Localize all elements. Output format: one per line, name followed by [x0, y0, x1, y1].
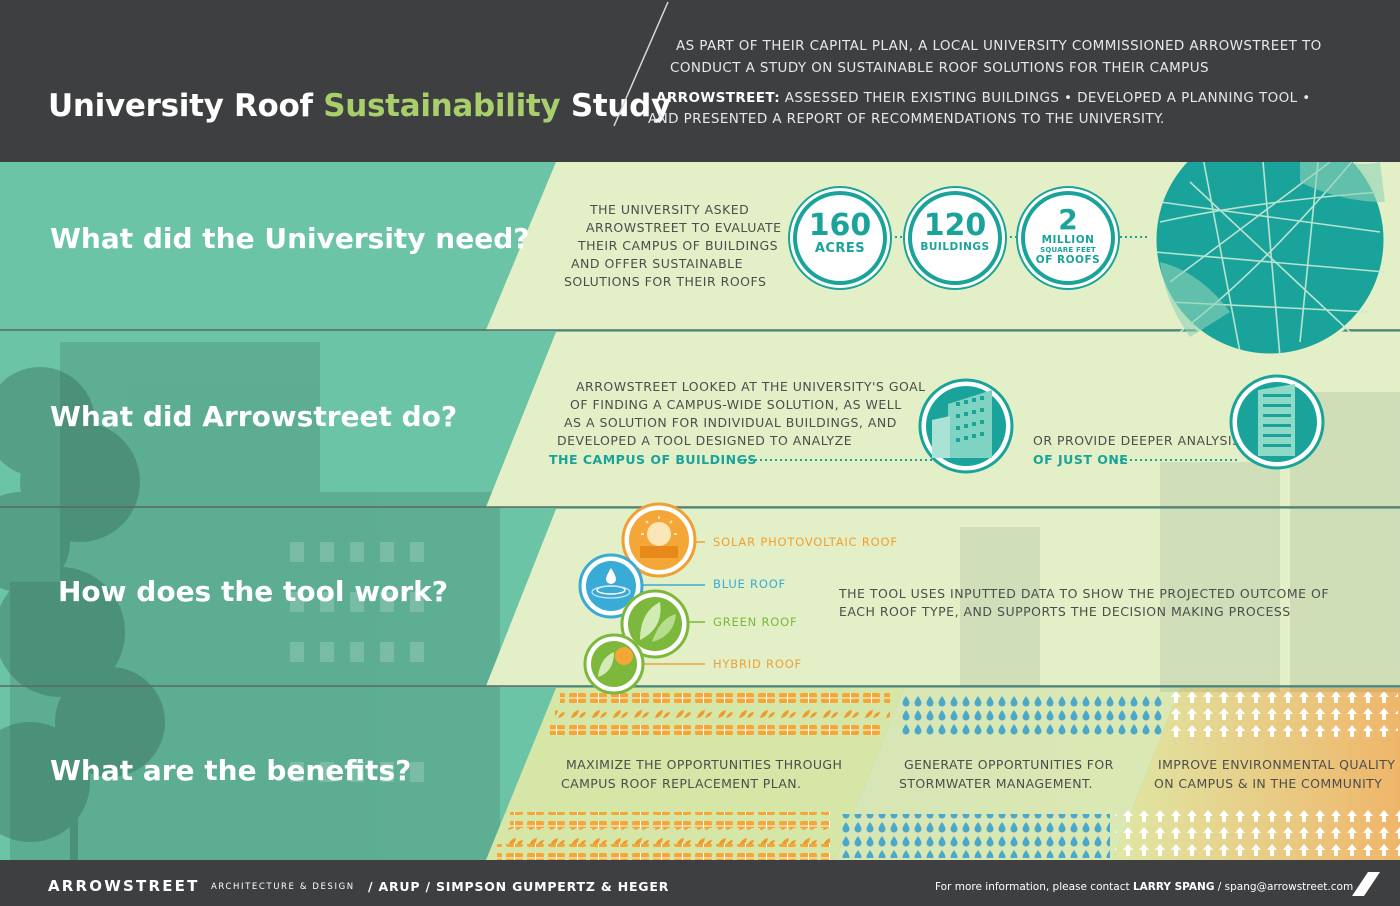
- stat-square-feet: 2 MILLION SQUARE FEET OF ROOFS: [1021, 191, 1115, 285]
- footer: ARROWSTREET ARCHITECTURE & DESIGN / ARUP…: [0, 860, 1400, 906]
- benefit-2-line-2: STORMWATER MANAGEMENT.: [899, 776, 1093, 791]
- summary-line-1: ARROWSTREET: ASSESSED THEIR EXISTING BUI…: [656, 90, 1311, 106]
- header: University Roof Sustainability Study AS …: [0, 0, 1400, 162]
- roof-label-solar: SOLAR PHOTOVOLTAIC ROOF: [713, 535, 898, 549]
- intro-line-2: CONDUCT A STUDY ON SUSTAINABLE ROOF SOLU…: [670, 60, 1209, 76]
- need-text-2: ARROWSTREET TO EVALUATE: [586, 220, 782, 235]
- single-building-icon: [1229, 374, 1325, 470]
- background-illustration: [0, 162, 1400, 860]
- page-title: University Roof Sustainability Study: [48, 88, 671, 124]
- question-tool: How does the tool work?: [58, 575, 449, 608]
- footer-brand-sub: ARCHITECTURE & DESIGN: [211, 882, 355, 892]
- do-highlight-one: OF JUST ONE: [1033, 452, 1129, 467]
- header-divider: [613, 1, 669, 127]
- tool-text-2: EACH ROOF TYPE, AND SUPPORTS THE DECISIO…: [839, 604, 1291, 619]
- benefit-2-line-1: GENERATE OPPORTUNITIES FOR: [904, 757, 1114, 772]
- question-do: What did Arrowstreet do?: [50, 400, 458, 433]
- benefit-3-line-1: IMPROVE ENVIRONMENTAL QUALITY: [1158, 757, 1396, 772]
- do-highlight-campus: THE CAMPUS OF BUILDINGS: [549, 452, 757, 467]
- benefit-1-line-2: CAMPUS ROOF REPLACEMENT PLAN.: [561, 776, 802, 791]
- summary-line-2: AND PRESENTED A REPORT OF RECOMMENDATION…: [648, 111, 1165, 127]
- do-text-deeper: OR PROVIDE DEEPER ANALYSIS: [1033, 433, 1241, 448]
- question-need: What did the University need?: [50, 222, 530, 255]
- footer-partners: / ARUP / SIMPSON GUMPERTZ & HEGER: [368, 879, 670, 894]
- question-benefits: What are the benefits?: [50, 754, 412, 787]
- contact-email-link[interactable]: spang@arrowstreet.com: [1224, 881, 1354, 893]
- intro-line-1: AS PART OF THEIR CAPITAL PLAN, A LOCAL U…: [676, 38, 1322, 54]
- footer-brand: ARROWSTREET: [48, 877, 200, 895]
- roof-label-green: GREEN ROOF: [713, 615, 798, 629]
- blue-roof-icon: [578, 553, 644, 619]
- need-text-4: AND OFFER SUSTAINABLE: [571, 256, 744, 271]
- green-roof-icon: [620, 589, 690, 659]
- campus-map: [1153, 162, 1387, 358]
- tool-text-1: THE TOOL USES INPUTTED DATA TO SHOW THE …: [839, 586, 1330, 601]
- stat-buildings: 120 BUILDINGS: [908, 191, 1002, 285]
- roof-type-icons: [578, 502, 705, 695]
- do-text-4: DEVELOPED A TOOL DESIGNED TO ANALYZE: [557, 433, 853, 448]
- campus-buildings-icon: [918, 378, 1014, 474]
- need-text-5: SOLUTIONS FOR THEIR ROOFS: [564, 274, 767, 289]
- do-text-3: AS A SOLUTION FOR INDIVIDUAL BUILDINGS, …: [564, 415, 897, 430]
- roof-label-blue: BLUE ROOF: [713, 577, 786, 591]
- arrowstreet-logo-icon: [1352, 872, 1380, 896]
- need-text-3: THEIR CAMPUS OF BUILDINGS: [578, 238, 779, 253]
- do-icons: [740, 374, 1325, 474]
- footer-contact: For more information, please contact LAR…: [935, 881, 1354, 893]
- need-text-1: THE UNIVERSITY ASKED: [590, 202, 750, 217]
- do-text-1: ARROWSTREET LOOKED AT THE UNIVERSITY'S G…: [576, 379, 926, 394]
- main-content: What did the University need? THE UNIVER…: [0, 162, 1400, 860]
- benefit-3-line-2: ON CAMPUS & IN THE COMMUNITY: [1154, 776, 1383, 791]
- hybrid-roof-icon: [583, 633, 645, 695]
- stat-acres: 160 ACRES: [793, 191, 887, 285]
- roof-label-hybrid: HYBRID ROOF: [713, 657, 802, 671]
- solar-roof-icon: [621, 502, 697, 578]
- do-text-2: OF FINDING A CAMPUS-WIDE SOLUTION, AS WE…: [570, 397, 902, 412]
- benefit-1-line-1: MAXIMIZE THE OPPORTUNITIES THROUGH: [566, 757, 843, 772]
